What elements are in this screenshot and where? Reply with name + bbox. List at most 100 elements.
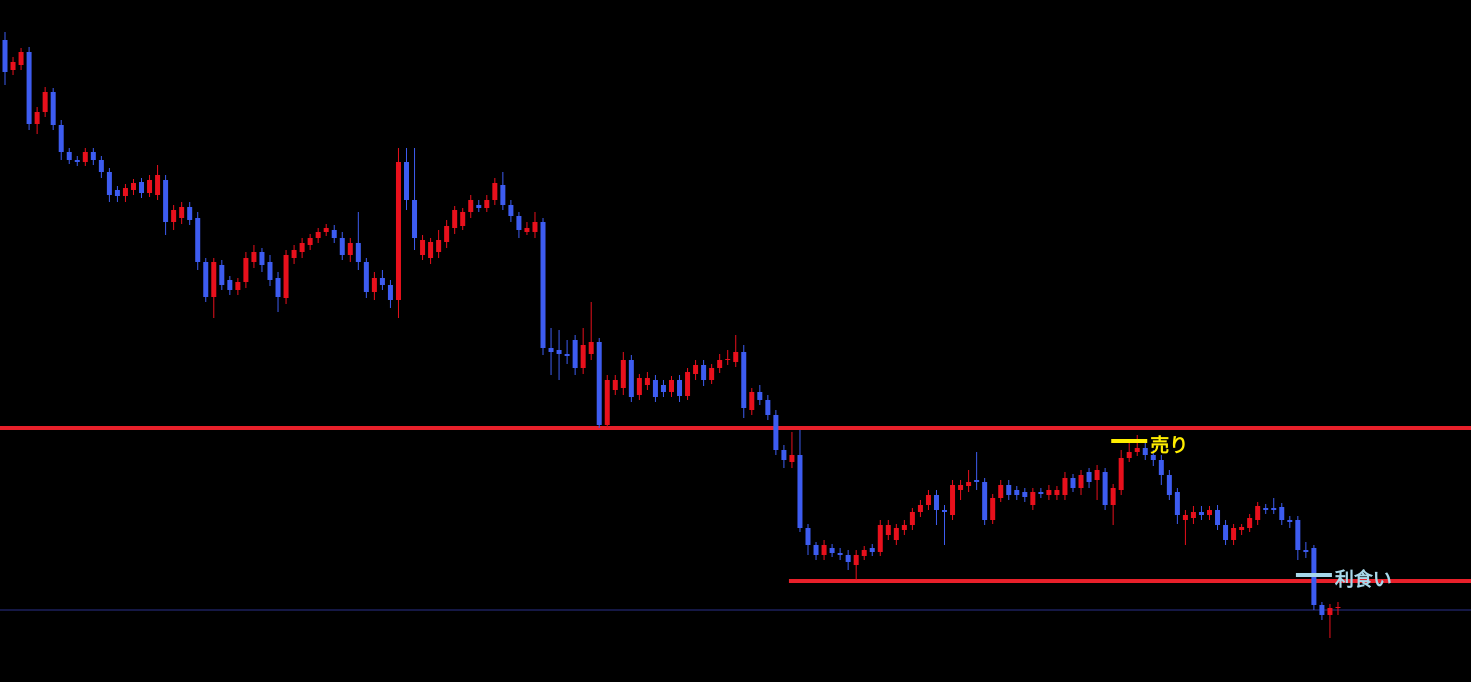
candle-body (1190, 512, 1196, 518)
candle-body (1295, 520, 1301, 550)
candle-body (1134, 448, 1140, 452)
candle-body (1335, 607, 1341, 608)
candle-body (1078, 475, 1084, 488)
candle-body (508, 205, 514, 216)
candle-body (34, 112, 40, 124)
candle-body (741, 352, 747, 408)
candle-body (420, 240, 426, 255)
candle-body (1263, 508, 1269, 510)
candle-body (588, 342, 594, 354)
candle-body (74, 160, 80, 162)
candle-body (532, 222, 538, 232)
candle-body (677, 380, 683, 396)
candle-body (331, 230, 337, 238)
candle-body (1231, 528, 1237, 540)
candle-body (1279, 507, 1285, 520)
candle-body (291, 250, 297, 258)
candle-body (147, 180, 153, 193)
candle-body (893, 528, 899, 540)
candle-body (122, 188, 128, 196)
candle-body (636, 378, 642, 395)
candle-body (998, 485, 1004, 498)
candle-body (516, 216, 522, 230)
candle-body (1319, 605, 1325, 615)
candle-body (966, 482, 972, 486)
candle-body (58, 125, 64, 152)
candle-body (18, 52, 24, 65)
candle-body (548, 348, 554, 352)
candle-body (235, 282, 241, 290)
candle-body (171, 210, 177, 222)
candle-body (1046, 490, 1052, 495)
candle-body (387, 285, 393, 300)
candle-body (307, 238, 313, 245)
candle-body (693, 365, 699, 374)
candle-body (187, 207, 193, 220)
candle-body (404, 162, 409, 200)
candle-body (179, 207, 185, 218)
candle-body (1150, 455, 1156, 460)
candle-body (789, 455, 795, 462)
candle-body (652, 380, 658, 397)
candle-body (797, 455, 803, 528)
candle-body (195, 218, 201, 262)
candle-body (444, 226, 450, 242)
candle-body (267, 262, 273, 280)
candle-body (821, 545, 827, 555)
candle-body (484, 200, 490, 208)
candle-body (251, 252, 257, 262)
candle-body (363, 262, 369, 292)
candle-body (1174, 492, 1180, 515)
candle-body (901, 525, 907, 530)
candle-body (950, 485, 956, 515)
candle-body (701, 365, 707, 380)
candle-body (765, 400, 771, 415)
candle-body (203, 262, 209, 297)
candle-body (1182, 515, 1188, 520)
candle-body (628, 360, 634, 397)
candle-body (572, 340, 578, 368)
candle-body (805, 528, 811, 545)
candle-body (1247, 518, 1253, 528)
candle-body (1086, 472, 1092, 482)
candle-body (757, 392, 763, 400)
candle-body (620, 360, 626, 388)
candle-body (813, 545, 819, 555)
candle-body (540, 222, 546, 348)
annotation-label: 売り (1150, 434, 1188, 457)
candle-body (1158, 460, 1164, 475)
candle-body (837, 553, 843, 555)
candle-body (644, 378, 650, 385)
candle-body (98, 160, 104, 172)
candle-body (917, 505, 923, 512)
candle-body (845, 555, 851, 562)
candle-body (299, 243, 305, 252)
candle-body (1126, 452, 1132, 458)
candle-body (243, 258, 249, 282)
candle-body (259, 252, 265, 265)
candle-body (275, 278, 281, 297)
candle-body (1303, 550, 1309, 552)
candle-body (1054, 490, 1060, 495)
candle-body (933, 495, 939, 510)
candle-body (395, 162, 401, 300)
candle-body (781, 450, 787, 460)
candle-body (685, 372, 691, 396)
candle-body (1142, 448, 1148, 455)
candle-body (1223, 525, 1229, 540)
candle-body (155, 175, 161, 195)
candle-body (564, 354, 570, 356)
candle-body (412, 200, 418, 238)
candle-body (1198, 512, 1204, 515)
candle-body (1207, 510, 1212, 515)
candle-body (1038, 492, 1044, 494)
candle-body (604, 380, 610, 425)
candle-body (139, 182, 145, 193)
candle-body (1255, 506, 1261, 520)
candle-body (1215, 510, 1221, 525)
candle-body (227, 280, 233, 290)
annotation-label: 利食い (1335, 568, 1392, 591)
candle-body (26, 52, 32, 124)
candle-body (877, 525, 883, 552)
candle-body (211, 262, 217, 297)
